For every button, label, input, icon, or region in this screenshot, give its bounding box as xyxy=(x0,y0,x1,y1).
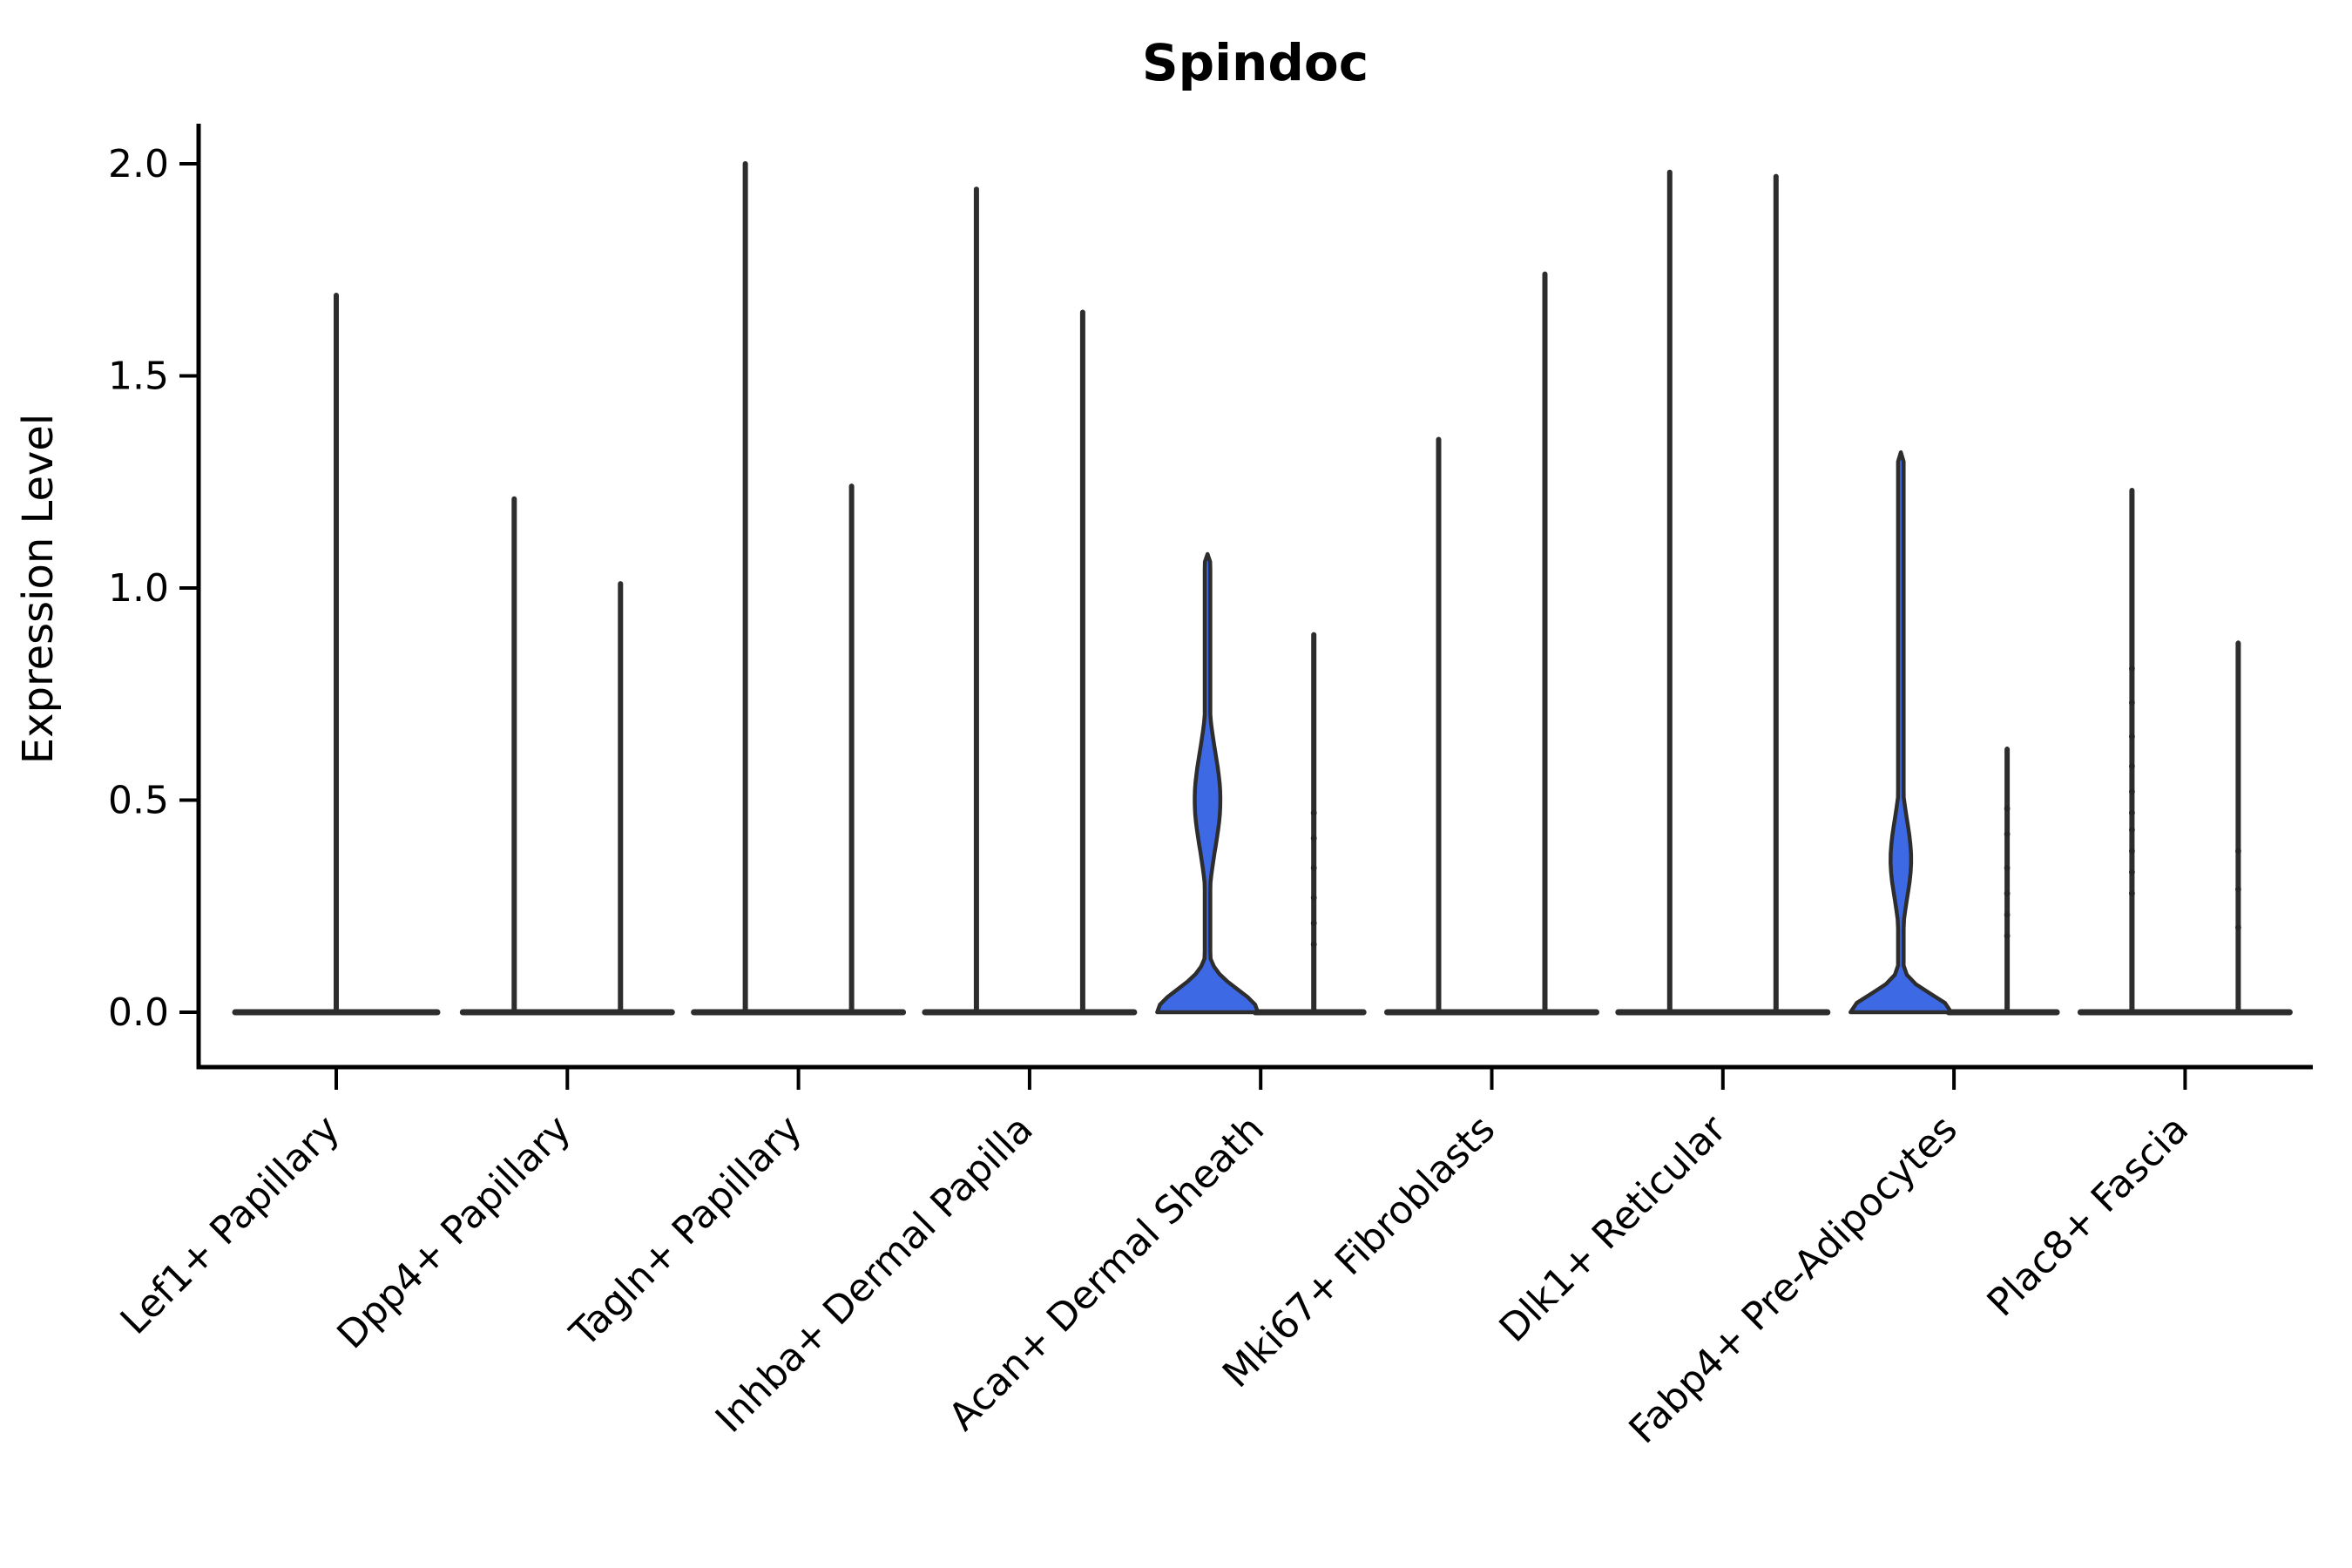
expression-point xyxy=(2129,827,2135,833)
expression-point xyxy=(2129,700,2135,706)
highlighted-violin xyxy=(1155,551,1260,1015)
expression-point xyxy=(2129,868,2135,875)
expression-point xyxy=(2129,733,2135,740)
x-tick-label: Tagln+ Papillary xyxy=(561,1107,810,1356)
expression-point xyxy=(2004,932,2011,939)
x-tick-label: Dlk1+ Reticular xyxy=(1491,1106,1736,1351)
expression-point xyxy=(2129,666,2135,672)
x-tick-label: Lef1+ Papillary xyxy=(112,1107,348,1343)
x-tick-label: Dpp4+ Papillary xyxy=(328,1107,579,1358)
y-tick-label: 2.0 xyxy=(108,142,169,186)
x-tick-label: Plac8+ Fascia xyxy=(1979,1107,2198,1326)
chart-title: Spindoc xyxy=(1142,33,1369,92)
expression-point xyxy=(2129,763,2135,769)
expression-point xyxy=(1310,941,1317,948)
violin-layer xyxy=(232,161,2293,1016)
expression-point xyxy=(2004,890,2011,897)
expression-point xyxy=(2004,865,2011,871)
expression-point xyxy=(2004,831,2011,837)
expression-point xyxy=(1310,895,1317,901)
expression-point xyxy=(2235,848,2241,855)
y-tick-label: 1.5 xyxy=(108,355,169,399)
expression-point xyxy=(2129,809,2135,816)
y-axis-label: Expression Level xyxy=(14,414,63,765)
expression-point xyxy=(2129,890,2135,897)
y-tick-label: 0.0 xyxy=(108,990,169,1035)
expression-point xyxy=(1310,865,1317,871)
expression-point xyxy=(1310,920,1317,927)
expression-point xyxy=(2004,805,2011,812)
expression-point xyxy=(2004,911,2011,918)
expression-point xyxy=(2129,788,2135,795)
expression-point xyxy=(2235,924,2241,930)
highlighted-violin xyxy=(1848,449,1954,1015)
expression-point xyxy=(2235,886,2241,893)
y-tick-label: 0.5 xyxy=(108,779,169,823)
expression-point xyxy=(1310,809,1317,816)
expression-point xyxy=(1310,835,1317,841)
expression-point xyxy=(2129,848,2135,855)
y-tick-label: 1.0 xyxy=(108,566,169,611)
